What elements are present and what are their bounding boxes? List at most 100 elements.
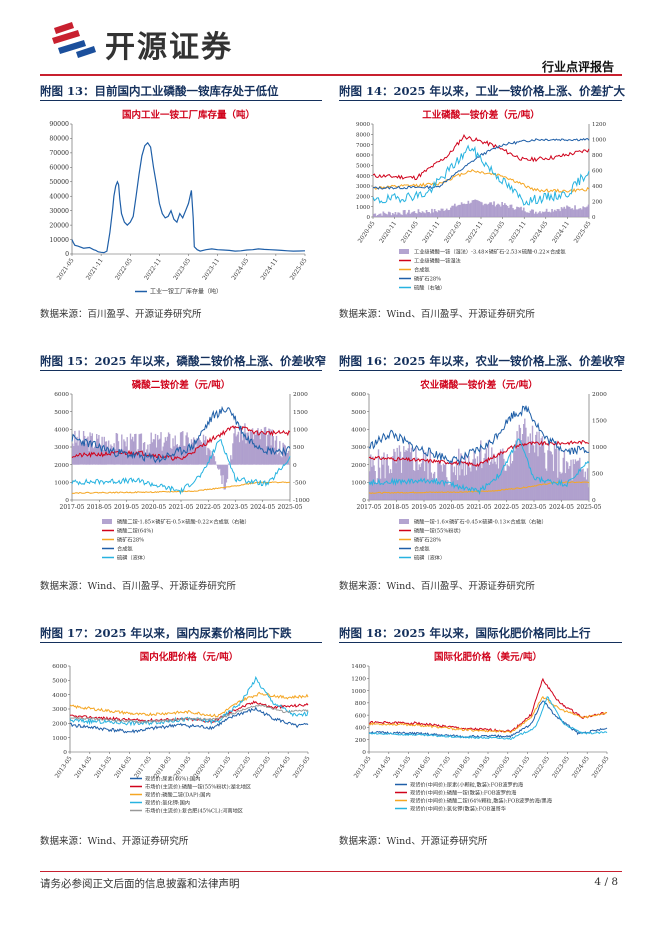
spread-bar — [211, 451, 213, 465]
spread-bar — [516, 431, 518, 500]
legend-entry: 市场价(主流价):磷酸一铵(55%粉状):湖北地区 — [145, 783, 251, 791]
spread-bar — [398, 445, 401, 500]
spread-bar — [77, 445, 79, 465]
spread-bar — [527, 436, 529, 500]
y-tick-label: 1000 — [54, 481, 69, 487]
x-tick-label: 2021-05 — [169, 504, 194, 511]
spread-bar — [580, 209, 583, 217]
legend-entry: 硫酸（右轴） — [414, 284, 445, 292]
x-tick-label: 2021-11 — [85, 257, 105, 281]
spread-bar — [219, 464, 221, 469]
spread-bar — [152, 439, 155, 465]
spread-bar — [432, 212, 435, 217]
y-tick-label: 3000 — [356, 184, 370, 190]
spread-bar — [478, 201, 480, 217]
spread-bar — [576, 460, 579, 500]
legend-entry: 工业级磷酸一铵湿法 — [414, 257, 461, 265]
spread-bar — [206, 455, 208, 465]
spread-bar — [400, 472, 403, 500]
x-tick-label: 2020-05 — [141, 504, 166, 511]
y-right-tick-label: 2000 — [293, 392, 308, 398]
spread-bar — [467, 200, 470, 217]
y-tick-label: 800 — [355, 701, 366, 707]
spread-bar — [116, 433, 119, 465]
spread-bar — [461, 469, 463, 500]
spread-bar — [190, 439, 193, 465]
spread-bar — [494, 461, 496, 500]
logo-text: 开源证券 — [105, 30, 233, 65]
spread-bar — [381, 215, 383, 217]
spread-bar — [115, 433, 117, 465]
chart-svg: 国内工业一铵工厂库存量（吨） 0 10000 20000 30000 40000 50000… — [49, 109, 309, 296]
chart-svg: 农业磷酸一铵价差（元/吨） 0 1000 2000 3000 4000 5000 6000 0 5… — [351, 379, 607, 562]
spread-bar — [572, 459, 574, 500]
spread-bar — [509, 452, 512, 500]
spread-bar — [404, 210, 406, 217]
spread-bar — [81, 440, 84, 465]
x-tick-label: 2025-05 — [289, 257, 309, 282]
x-tick-label: 2018-05 — [384, 504, 409, 511]
y-tick-label: 10000 — [49, 237, 69, 244]
spread-bar — [159, 438, 161, 465]
spread-bar — [551, 209, 553, 217]
spread-bar — [472, 459, 474, 500]
spread-bar — [491, 447, 493, 500]
x-tick-label: 2022-05 — [232, 755, 252, 780]
figure-15-title: 附图 15：2025 年以来，磷酸二铵价格上涨、价差收窄 — [40, 354, 327, 368]
x-tick-label: 2024-05 — [272, 755, 292, 780]
y-tick-label: 6000 — [54, 392, 69, 398]
spread-bar — [476, 200, 479, 217]
spread-bar — [517, 447, 519, 500]
spread-bar — [421, 459, 424, 500]
spread-bar — [90, 436, 92, 465]
spread-bar — [435, 211, 437, 217]
spread-bar — [221, 464, 223, 484]
spread-bar — [418, 464, 420, 500]
legend-entry: 合成氨 — [117, 545, 133, 553]
spread-bar — [523, 424, 525, 500]
y-tick-label: 4000 — [356, 174, 370, 180]
spread-bar — [524, 418, 526, 500]
series-area-spread — [369, 418, 590, 500]
y-tick-label: 6000 — [351, 392, 366, 398]
spread-bar — [512, 208, 514, 217]
figure-16-rule — [339, 370, 622, 371]
spread-bar — [377, 449, 380, 500]
spread-bar — [412, 211, 414, 217]
spread-bar — [222, 464, 224, 476]
spread-bar — [487, 439, 490, 500]
spread-bar — [276, 454, 279, 465]
footer-disclaimer: 请务必参阅正文后面的信息披露和法律声明 — [40, 878, 240, 890]
spread-bar — [118, 449, 121, 465]
spread-bar — [177, 446, 180, 465]
spread-bar — [514, 209, 517, 217]
spread-bar — [415, 447, 417, 500]
figure-13-title: 附图 13：目前国内工业磷酸一铵库存处于低位 — [40, 84, 279, 98]
spread-bar — [567, 206, 570, 217]
spread-bar — [270, 445, 272, 465]
spread-bar — [254, 433, 256, 465]
spread-bar — [545, 208, 548, 217]
spread-bar — [506, 205, 509, 217]
chart-figure-14: 工业磷酸一铵价差（元/吨） 0 1000 2000 3000 4000 5000 6000 70… — [339, 104, 622, 302]
spread-bar — [563, 206, 566, 217]
spread-bar — [391, 213, 394, 217]
spread-bar — [499, 206, 502, 217]
figure-16-title: 附图 16：2025 年以来，农业一铵价格上涨、价差收窄 — [339, 354, 626, 368]
spread-bar — [543, 452, 546, 500]
spread-bar — [196, 438, 198, 465]
spread-bar — [423, 212, 425, 217]
spread-bar — [534, 452, 536, 500]
spread-bar — [528, 213, 530, 217]
x-tick-label: 2022-05 — [114, 257, 134, 282]
spread-bar — [479, 201, 482, 217]
spread-bar — [555, 211, 557, 217]
spread-bar — [433, 471, 436, 500]
legend-entry: 现货价(中间价):磷酸二铵(64%颗粒,散装):FOB波罗的海/黑海 — [410, 797, 552, 805]
spread-bar — [497, 468, 500, 500]
spread-bar — [525, 427, 527, 500]
spread-bar — [531, 209, 533, 217]
spread-bar — [564, 473, 567, 500]
spread-bar — [582, 468, 584, 500]
spread-bar — [468, 203, 471, 217]
